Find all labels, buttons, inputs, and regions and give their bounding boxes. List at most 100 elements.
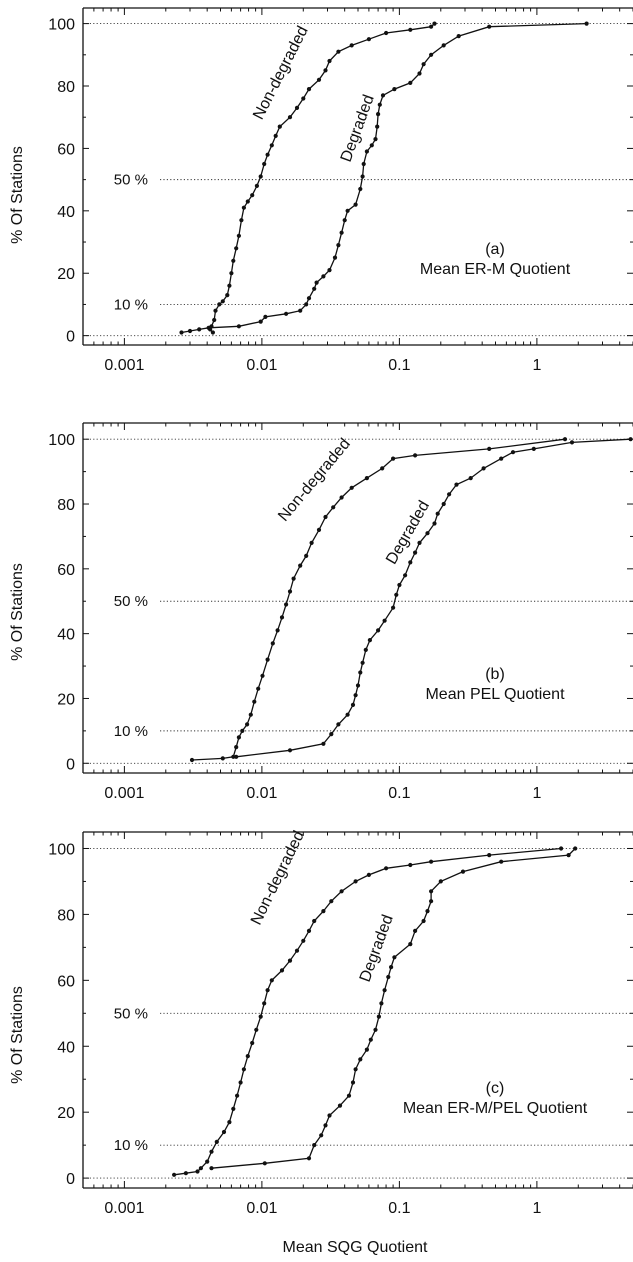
data-point: [345, 712, 350, 717]
x-tick-label: 0.001: [104, 1200, 144, 1217]
data-point: [361, 161, 366, 167]
data-point: [358, 186, 363, 192]
data-point: [337, 1103, 343, 1108]
data-point: [408, 27, 413, 32]
data-point: [323, 68, 328, 73]
data-point: [262, 1161, 267, 1166]
data-point: [245, 722, 250, 727]
data-point: [252, 699, 257, 704]
data-point: [350, 1080, 356, 1085]
y-tick-label: 40: [57, 627, 75, 644]
series-line: [191, 438, 566, 761]
data-point: [349, 43, 354, 48]
y-axis-label: % Of Stations: [9, 563, 26, 661]
reference-line-label: 10 %: [114, 1137, 148, 1154]
data-point: [205, 1159, 210, 1164]
data-point: [355, 683, 361, 688]
data-point: [353, 693, 358, 698]
y-tick-label: 20: [57, 266, 75, 283]
data-point: [240, 728, 245, 734]
panel-label: (b): [485, 666, 505, 683]
data-point: [364, 1047, 369, 1052]
data-point: [376, 628, 381, 633]
data-point: [331, 505, 336, 510]
data-point: [321, 741, 326, 746]
data-point: [220, 299, 225, 304]
y-tick-label: 0: [66, 1171, 75, 1188]
x-tick-label: 1: [532, 1200, 541, 1217]
data-point: [408, 560, 413, 565]
data-point: [353, 879, 358, 884]
series-label: Non-degraded: [250, 24, 312, 123]
data-point: [531, 446, 536, 451]
data-point: [339, 230, 344, 235]
data-point: [366, 37, 371, 42]
y-tick-label: 60: [57, 973, 75, 990]
data-point: [454, 482, 459, 487]
data-point: [306, 87, 312, 92]
panel-label: (c): [486, 1080, 505, 1097]
data-point: [197, 327, 202, 332]
data-point: [236, 233, 241, 238]
data-point: [239, 218, 244, 223]
data-point: [425, 909, 430, 914]
data-point: [432, 21, 437, 26]
data-point: [250, 1040, 255, 1046]
data-point: [294, 948, 300, 953]
series-line: [236, 438, 631, 758]
data-point: [327, 1113, 332, 1118]
series-degraded: Degraded: [234, 437, 633, 759]
data-point: [258, 1014, 263, 1019]
reference-line-label: 10 %: [114, 296, 148, 313]
data-point: [306, 1156, 312, 1161]
data-point: [229, 271, 234, 276]
data-point: [392, 955, 397, 960]
y-tick-label: 40: [57, 1039, 75, 1056]
data-point: [392, 87, 397, 92]
x-axis-label: Mean SQG Quotient: [283, 1239, 429, 1256]
data-point: [263, 314, 268, 319]
y-tick-label: 100: [48, 841, 75, 858]
data-point: [241, 205, 246, 210]
y-axis-label: % Of Stations: [9, 986, 26, 1084]
data-point: [260, 673, 265, 678]
data-point: [254, 183, 259, 188]
data-point: [342, 218, 347, 223]
data-point: [291, 576, 296, 581]
data-point: [425, 531, 430, 536]
data-point: [225, 293, 230, 298]
series-line: [174, 847, 562, 1176]
y-tick-label: 100: [48, 17, 75, 34]
data-point: [429, 889, 434, 894]
data-point: [499, 859, 504, 864]
series-line: [181, 22, 587, 334]
x-tick-label: 0.1: [388, 1200, 410, 1217]
x-tick-label: 0.01: [246, 1200, 277, 1217]
data-point: [287, 958, 293, 963]
data-point: [327, 268, 332, 273]
y-tick-label: 80: [57, 497, 75, 514]
data-point: [429, 24, 434, 29]
reference-line-label: 50 %: [114, 593, 148, 610]
data-point: [298, 563, 303, 568]
data-point: [429, 52, 434, 57]
x-tick-label: 1: [532, 785, 541, 802]
data-point: [417, 540, 422, 546]
data-point: [349, 485, 354, 490]
data-point: [363, 647, 368, 653]
data-point: [413, 453, 418, 458]
data-point: [510, 450, 516, 455]
series-line: [209, 23, 435, 333]
data-point: [350, 702, 356, 708]
data-point: [312, 1143, 317, 1148]
data-point: [172, 1172, 177, 1177]
data-point: [275, 628, 280, 633]
data-point: [287, 115, 293, 120]
data-point: [408, 80, 413, 85]
series-label: Degraded: [338, 93, 378, 165]
data-point: [487, 853, 492, 858]
data-point: [284, 311, 289, 316]
data-point: [241, 1067, 246, 1072]
data-point: [456, 34, 461, 39]
data-point: [346, 1093, 352, 1098]
